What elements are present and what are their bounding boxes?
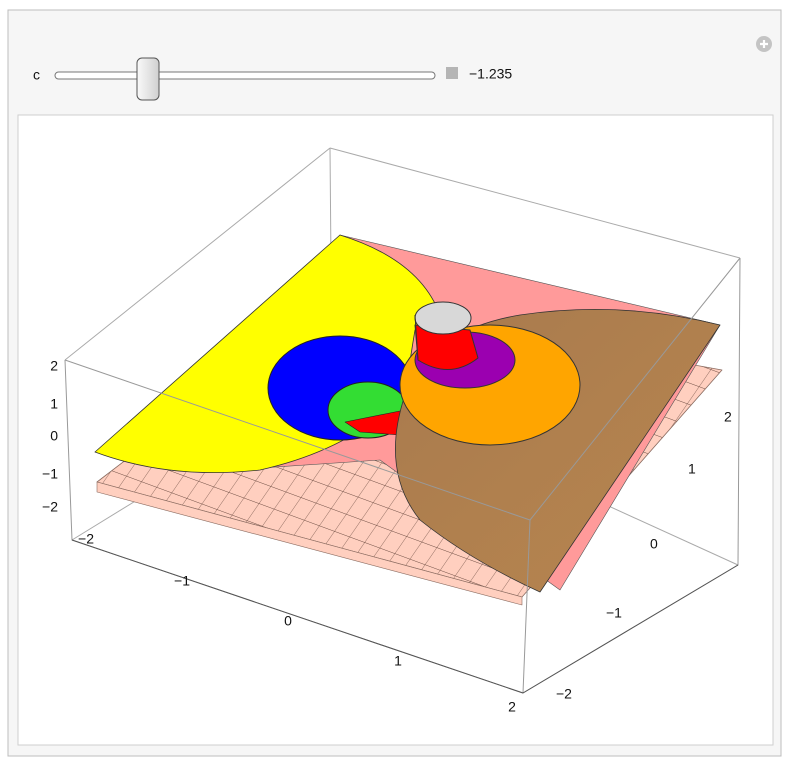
- y-tick-label: −1: [606, 605, 622, 621]
- plot-3d: [64, 147, 741, 694]
- y-tick-label: 1: [688, 461, 696, 477]
- x-tick-label: 0: [284, 613, 292, 629]
- x-tick-label: 1: [394, 653, 402, 669]
- x-tick-label: 2: [508, 699, 516, 715]
- slider-thumb[interactable]: [136, 57, 160, 101]
- plus-icon[interactable]: [756, 36, 772, 52]
- x-tick-label: −1: [174, 573, 190, 589]
- y-tick-label: −2: [556, 686, 572, 702]
- control-value: −1.235: [469, 66, 512, 82]
- slider-track[interactable]: [54, 71, 436, 80]
- z-tick-label: 1: [50, 396, 58, 412]
- y-tick-label: 2: [724, 409, 732, 425]
- z-tick-label: 0: [50, 428, 58, 444]
- control-label: c: [33, 67, 40, 83]
- axis-ticks: 2 1 0 −1 −2 −2 −1 0 1 2 2 1 0 −1 −2: [42, 358, 732, 715]
- x-tick-label: −2: [78, 531, 94, 547]
- z-tick-label: −2: [42, 499, 58, 515]
- value-toggle[interactable]: [446, 67, 458, 79]
- y-tick-label: 0: [650, 536, 658, 552]
- z-tick-label: 2: [50, 358, 58, 374]
- z-tick-label: −1: [42, 466, 58, 482]
